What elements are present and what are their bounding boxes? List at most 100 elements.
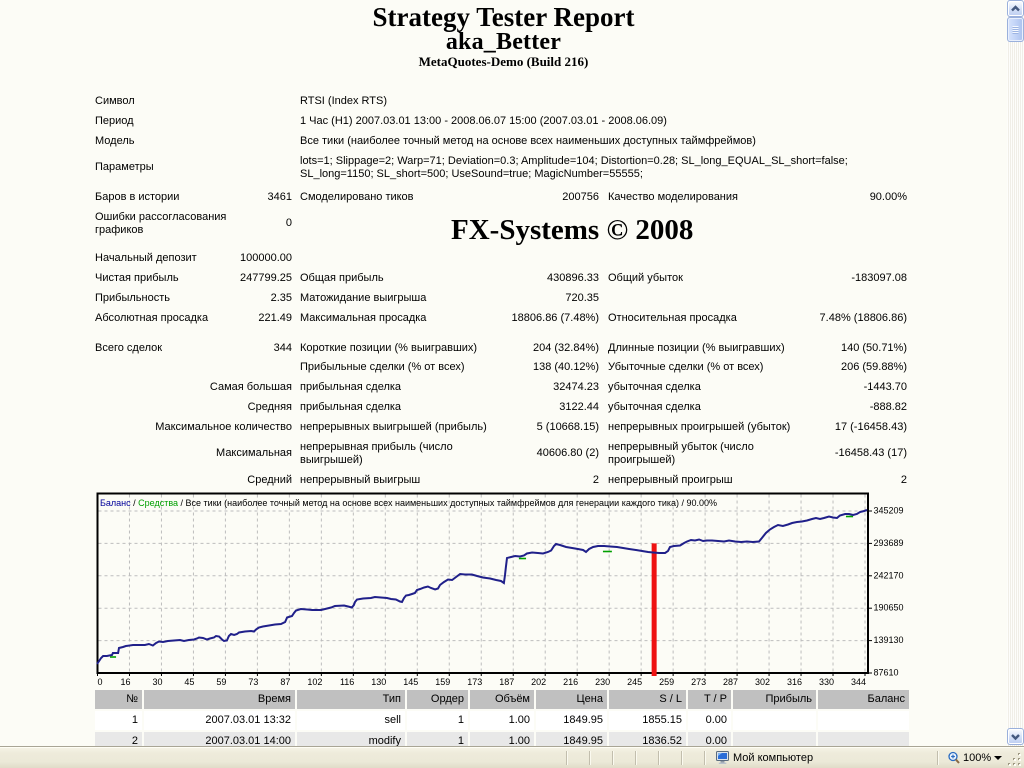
stat-value: -183097.08 [851,271,907,284]
x-tick-label: 216 [563,677,578,687]
stat-value: -888.82 [869,401,907,413]
stat-group-label: Средний [247,473,292,486]
statusbar-pane-divider [681,751,682,765]
trades-cell: 2 [95,732,142,746]
stat-value: 7.48% (18806.86) [819,311,907,324]
my-computer-icon [716,751,729,764]
trades-cell [733,711,816,730]
stat-desc: Короткие позиции (% выигравших) [300,341,478,354]
x-tick-label: 259 [659,677,674,687]
chevron-down-icon [1011,734,1020,741]
legend-separator: / [178,498,186,508]
statusbar-pane-divider [566,751,567,765]
stat-desc: Общий убыток [608,271,683,284]
stat-desc: непрерывный выигрыш [300,473,421,486]
stat-value: 100000.00 [240,251,292,264]
x-tick-label: 159 [435,677,450,687]
x-tick-label: 0 [98,677,103,687]
x-tick-label: 316 [787,677,802,687]
stat-desc: Относительная просадка [608,311,737,324]
stat-value: 3122.44 [559,401,599,413]
stat-value: 140 (50.71%) [840,341,907,354]
x-tick-label: 187 [499,677,514,687]
stat-value: 18806.86 (7.48%) [511,311,599,324]
statusbar-pane-divider [704,751,705,765]
x-tick-label: 45 [184,677,194,687]
stat-desc: Матожидание выигрыша [300,291,427,304]
scroll-up-button[interactable] [1007,0,1024,17]
stat-label: Ошибки рассогласования графиков [95,210,227,236]
stat-desc: Смоделировано тиков [300,190,414,203]
x-tick-label: 173 [467,677,482,687]
trades-header-cell: № [95,690,142,709]
stat-value: 200756 [562,190,599,203]
stat-desc: непрерывных проигрышей (убыток) [608,421,791,433]
x-tick-label: 73 [248,677,258,687]
stat-value: 2 [900,473,907,486]
vertical-scrollbar[interactable] [1007,0,1024,746]
security-zone-label: Мой компьютер [733,752,814,764]
trades-cell: 1 [407,732,468,746]
trades-cell: 2007.03.01 14:00 [144,732,295,746]
stat-label: Баров в истории [95,190,180,203]
x-tick-label: 130 [371,677,386,687]
expert-name: aka_Better [445,29,562,55]
stat-desc: убыточная сделка [608,401,701,413]
stat-desc: Общая прибыль [300,271,384,284]
stat-label: Модель [95,134,135,147]
stat-label: Абсолютная просадка [95,311,209,324]
zoom-icon [948,751,960,764]
plot-border [96,492,869,674]
x-tick-label: 330 [819,677,834,687]
stat-value: 247799.25 [240,271,292,284]
trades-header-cell: S / L [609,690,686,709]
legend-model-label: Все тики (наиболее точный метод на основ… [185,498,679,508]
stat-value: 0 [285,217,292,229]
y-tick-label: 293689 [874,538,904,548]
stat-desc: прибыльная сделка [300,401,402,413]
stat-value: 5 (10668.15) [536,421,599,433]
zoom-level[interactable]: 100% [963,752,992,764]
legend-quality-label: 90.00% [686,498,718,508]
trades-cell: 0.00 [688,732,731,746]
stat-desc: прибыльная сделка [300,381,402,393]
scrollbar-thumb[interactable] [1007,17,1024,42]
trades-header-cell: Объём [470,690,534,709]
trades-header-cell: Прибыль [733,690,816,709]
legend-balance-label: Баланс [100,498,131,508]
stat-label: Прибыльность [95,291,170,304]
stat-desc: непрерывный убыток (число проигрышей) [608,440,754,466]
trades-cell: modify [297,732,405,746]
stat-value: 17 (-16458.43) [834,421,907,433]
trades-cell: 2007.03.01 13:32 [144,711,295,730]
stat-value: 344 [273,341,292,354]
trades-header-cell: Баланс [818,690,909,709]
stat-value: -1443.70 [863,381,907,393]
stat-value: 430896.33 [547,271,599,284]
legend-equity-label: Средства [138,498,179,508]
trades-cell: 1836.52 [609,732,686,746]
x-tick-label: 344 [851,677,866,687]
zoom-dropdown-caret[interactable] [994,756,1002,760]
scroll-down-button[interactable] [1007,728,1024,745]
report-header: Strategy Tester Report aka_Better MetaQu… [0,0,1007,69]
stat-desc: непрерывная прибыль (число выигрышей) [300,440,453,466]
statusbar-pane-divider [635,751,636,765]
stat-value: 40606.80 (2) [536,447,599,459]
stat-value: 32474.23 [553,381,599,393]
stat-group-label: Максимальная [216,447,292,459]
statusbar-pane-divider [658,751,659,765]
y-tick-label: 139130 [874,635,904,645]
x-tick-label: 16 [120,677,130,687]
trades-cell: 1849.95 [536,732,607,746]
trades-cell: 1.00 [470,732,534,746]
resize-grip[interactable] [1008,753,1022,767]
stat-desc: Качество моделирования [608,190,738,203]
stat-desc: Длинные позиции (% выигравших) [608,341,785,354]
stat-desc: lots=1; Slippage=2; Warp=71; Deviation=0… [300,154,848,180]
stat-label: Параметры [95,161,154,173]
stat-label: Символ [95,94,135,107]
report-document: Strategy Tester Report aka_Better MetaQu… [0,0,1007,746]
trades-cell [818,711,909,730]
